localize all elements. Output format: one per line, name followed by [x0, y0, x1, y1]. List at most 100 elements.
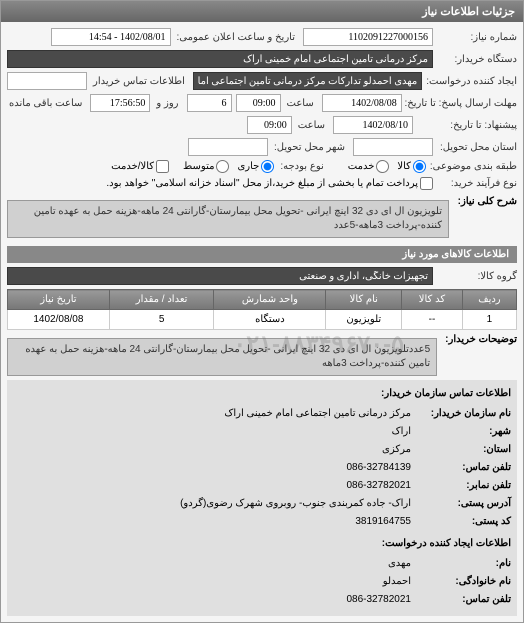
purchase-type-row: نوع فرآیند خرید: پرداخت تمام یا بخشی از … [7, 177, 517, 190]
goods-group-label: گروه کالا: [437, 271, 517, 282]
postal-row: کد پستی: 3819164755 [13, 514, 511, 530]
capital-radio-item[interactable]: متوسط [183, 160, 229, 173]
goods-service-radio-group: کالا خدمت [348, 160, 426, 173]
goods-service-checkbox-item[interactable]: کالا/خدمت [111, 160, 169, 173]
table-row[interactable]: 1 -- تلویزیون دستگاه 5 1402/08/08 [8, 310, 517, 330]
detail-panel: جزئیات اطلاعات نیاز شماره نیاز: تاریخ و … [0, 0, 524, 623]
service-radio-item[interactable]: خدمت [348, 160, 390, 173]
fax-value: 086-32782021 [346, 478, 411, 494]
response-time-input[interactable] [236, 94, 281, 112]
datetime-input[interactable] [51, 28, 171, 46]
requester-row: ایجاد کننده درخواست: اطلاعات تماس خریدار [7, 72, 517, 90]
response-date-input[interactable] [322, 94, 402, 112]
postal-label: کد پستی: [411, 514, 511, 530]
name-label: نام: [411, 556, 511, 572]
credit-row: پیشنهاد: تا تاریخ: ساعت [7, 116, 517, 134]
family-label: نام خانوادگی: [411, 574, 511, 590]
col-row: ردیف [462, 290, 516, 310]
buyer-device-row: دستگاه خریدار: [7, 50, 517, 68]
response-deadline-row: مهلت ارسال پاسخ: تا تاریخ: ساعت روز و سا… [7, 94, 517, 112]
treasury-checkbox-label: پرداخت تمام یا بخشی از مبلغ خرید،از محل … [106, 178, 418, 189]
org-name-label: نام سازمان خریدار: [411, 406, 511, 422]
description-label: شرح کلی نیاز: [457, 196, 517, 207]
panel-body: شماره نیاز: تاریخ و ساعت اعلان عمومی: دس… [1, 22, 523, 622]
delivery-province-input[interactable] [353, 138, 433, 156]
capital-radio[interactable] [216, 160, 229, 173]
postal-value: 3819164755 [355, 514, 411, 530]
family-value: احمدلو [383, 574, 411, 590]
cell-row: 1 [462, 310, 516, 330]
days-input[interactable] [187, 94, 232, 112]
address-label: آدرس پستی: [411, 496, 511, 512]
goods-service-checkbox-label: کالا/خدمت [111, 161, 154, 172]
service-radio-label: خدمت [348, 161, 375, 172]
fax-label: تلفن نمابر: [411, 478, 511, 494]
goods-radio-item[interactable]: کالا [397, 160, 426, 173]
province-label: استان: [411, 442, 511, 458]
cell-date: 1402/08/08 [8, 310, 110, 330]
delivery-province-label: استان محل تحویل: [437, 142, 517, 153]
credit-label: پیشنهاد: تا تاریخ: [417, 120, 517, 131]
goods-service-checkbox[interactable] [156, 160, 169, 173]
budget-radio-group: جاری متوسط [183, 160, 274, 173]
req-phone-row: تلفن تماس: 086-32782021 [13, 592, 511, 608]
treasury-checkbox-item[interactable]: پرداخت تمام یا بخشی از مبلغ خرید،از محل … [106, 177, 433, 190]
goods-group-input[interactable] [7, 267, 433, 285]
cell-qty: 5 [109, 310, 214, 330]
phone-row: تلفن تماس: 086-32784139 [13, 460, 511, 476]
family-row: نام خانوادگی: احمدلو [13, 574, 511, 590]
days-label: روز و [156, 98, 178, 109]
credit-date-input[interactable] [333, 116, 413, 134]
goods-group-row: گروه کالا: [7, 267, 517, 285]
city-label: شهر: [411, 424, 511, 440]
req-phone-label: تلفن تماس: [411, 592, 511, 608]
cell-name: تلویزیون [326, 310, 402, 330]
response-deadline-label: مهلت ارسال پاسخ: تا تاریخ: [406, 98, 517, 109]
requester-input[interactable] [193, 72, 422, 90]
org-name-row: نام سازمان خریدار: مرکز درمانی تامین اجت… [13, 406, 511, 422]
req-phone-value: 086-32782021 [346, 592, 411, 608]
address-row: آدرس پستی: اراک- جاده کمربندی جنوب- روبر… [13, 496, 511, 512]
request-number-input[interactable] [303, 28, 433, 46]
city-value: اراک [392, 424, 411, 440]
description-row: شرح کلی نیاز: تلویزیون ال ای دی 32 اینچ … [7, 196, 517, 242]
address-value: اراک- جاده کمربندی جنوب- روبروی شهرک رضو… [180, 496, 411, 512]
goods-radio[interactable] [413, 160, 426, 173]
purchase-type-label: نوع فرآیند خرید: [437, 178, 517, 189]
province-row: استان: مرکزی [13, 442, 511, 458]
name-value: مهدی [388, 556, 411, 572]
city-row: شهر: اراک [13, 424, 511, 440]
goods-table: ردیف کد کالا نام کالا واحد شمارش تعداد /… [7, 289, 517, 330]
name-row: نام: مهدی [13, 556, 511, 572]
delivery-city-input[interactable] [188, 138, 268, 156]
remaining-time-input[interactable] [90, 94, 150, 112]
buyer-device-label: دستگاه خریدار: [437, 54, 517, 65]
remaining-label: ساعت باقی مانده [9, 98, 82, 109]
current-radio-label: جاری [237, 161, 259, 172]
datetime-label: تاریخ و ساعت اعلان عمومی: [177, 32, 296, 43]
classification-label: طبقه بندی موضوعی: [430, 161, 517, 172]
col-unit: واحد شمارش [214, 290, 326, 310]
request-number-row: شماره نیاز: تاریخ و ساعت اعلان عمومی: [7, 28, 517, 46]
credit-time-input[interactable] [247, 116, 292, 134]
current-radio-item[interactable]: جاری [237, 160, 274, 173]
goods-radio-label: کالا [397, 161, 411, 172]
contact-input[interactable] [7, 72, 87, 90]
contact-label: اطلاعات تماس خریدار [93, 76, 185, 87]
treasury-checkbox[interactable] [420, 177, 433, 190]
panel-title: جزئیات اطلاعات نیاز [1, 1, 523, 22]
province-value: مرکزی [382, 442, 411, 458]
fax-row: تلفن نمابر: 086-32782021 [13, 478, 511, 494]
buyer-device-input[interactable] [7, 50, 433, 68]
description-box: تلویزیون ال ای دی 32 اینچ ایرانی -تحویل … [7, 200, 449, 238]
service-radio[interactable] [376, 160, 389, 173]
delivery-location-row: استان محل تحویل: شهر محل تحویل: [7, 138, 517, 156]
cell-unit: دستگاه [214, 310, 326, 330]
capital-radio-label: متوسط [183, 161, 214, 172]
main-container: ۰۲۱-۸۸۳۴۹۶۷۰-۵ جزئیات اطلاعات نیاز شماره… [0, 0, 524, 623]
contact-section: اطلاعات تماس سازمان خریدار: نام سازمان خ… [7, 380, 517, 616]
col-qty: تعداد / مقدار [109, 290, 214, 310]
requester-title: اطلاعات ایجاد کننده درخواست: [13, 536, 511, 552]
delivery-city-label: شهر محل تحویل: [274, 142, 345, 153]
current-radio[interactable] [261, 160, 274, 173]
